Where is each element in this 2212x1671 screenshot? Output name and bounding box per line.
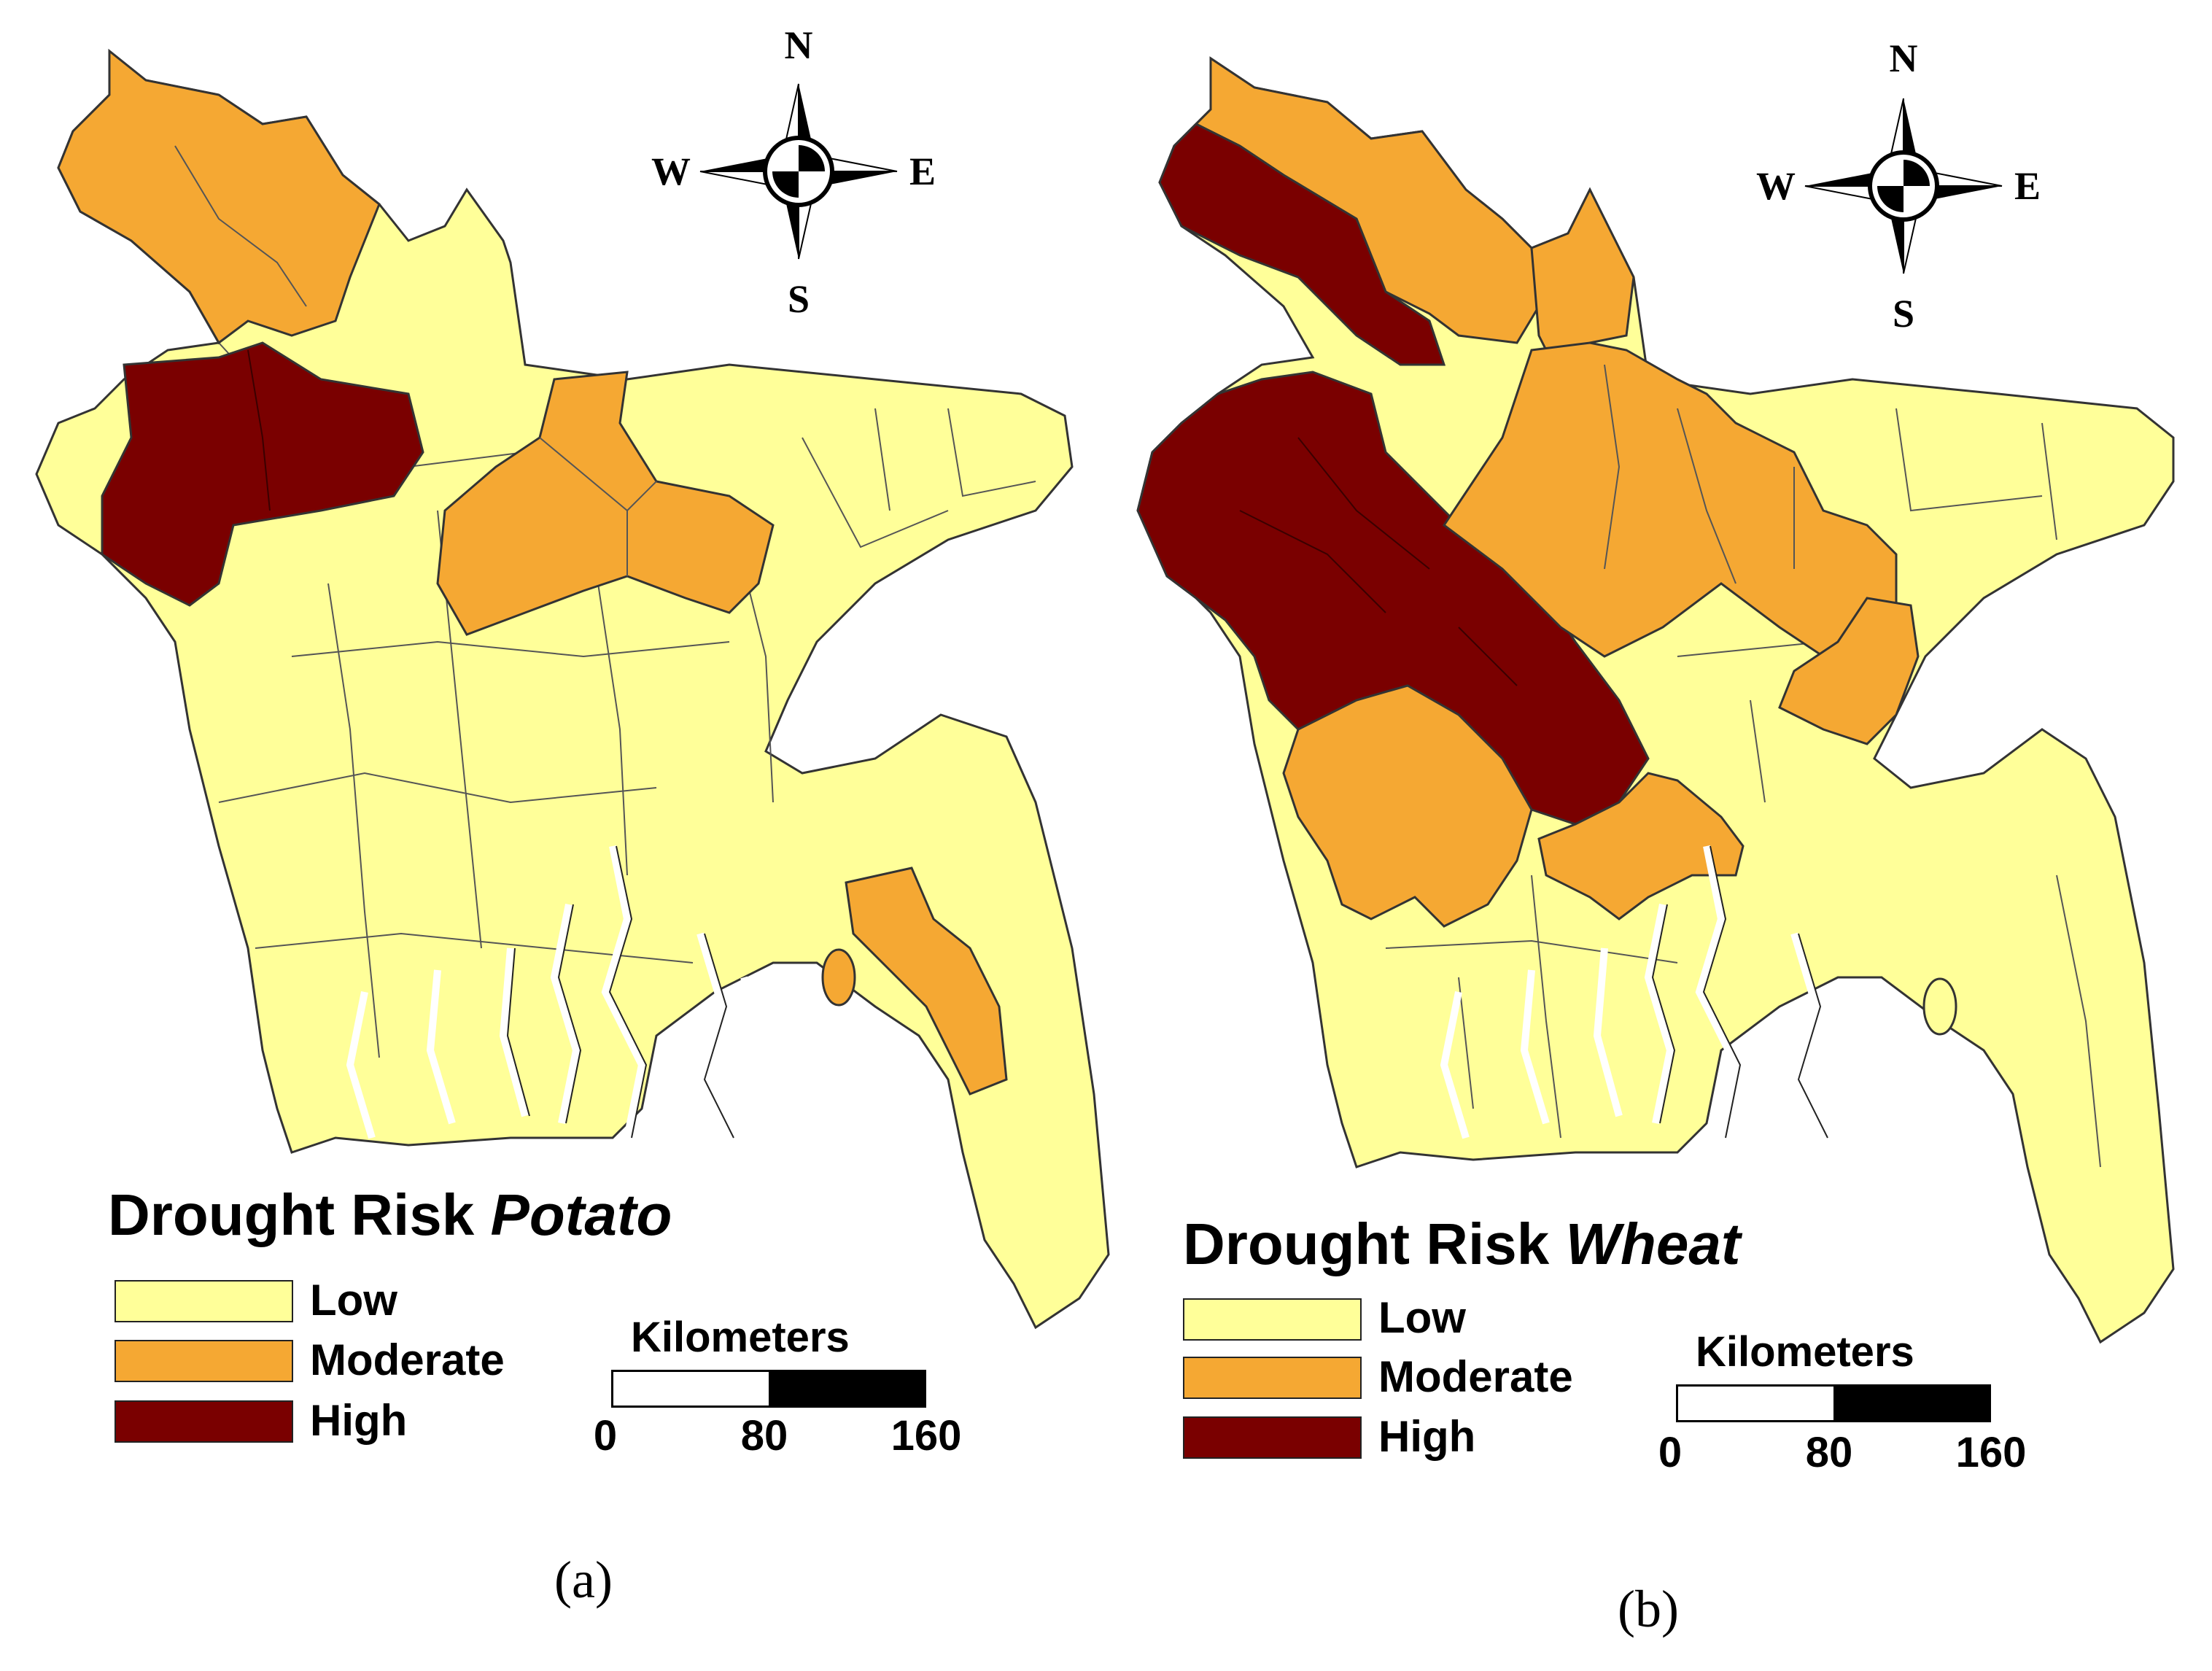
compass-north-a: N xyxy=(784,23,813,67)
scale-tick-0-a: 0 xyxy=(593,1412,618,1459)
district-rajshahi-a xyxy=(101,341,424,607)
legend-label-low-b: Low xyxy=(1378,1293,1466,1342)
river-edges-b xyxy=(1651,845,1828,1139)
rivers-b xyxy=(1440,845,1827,1140)
scale-seg-black-a xyxy=(769,1372,924,1406)
district-chittagong-a xyxy=(845,866,1008,1096)
island-b xyxy=(1922,977,1957,1036)
compass-east-a: E xyxy=(909,150,936,193)
title-crop-a: Potato xyxy=(490,1182,672,1247)
border-raj-a xyxy=(247,349,271,511)
scale-bar-b xyxy=(1676,1384,1991,1422)
scale-tick-160-a: 160 xyxy=(890,1412,962,1459)
border-central-b xyxy=(1604,364,1795,584)
map-panel-potato xyxy=(35,48,1110,1330)
map-panel-wheat xyxy=(1136,56,2175,1344)
legend-swatch-high-b xyxy=(1183,1416,1362,1459)
scale-seg-white-b xyxy=(1678,1387,1833,1420)
district-rajshahi-belt-b xyxy=(1136,371,1650,826)
legend-swatch-moderate-a xyxy=(115,1340,293,1382)
title-crop-b: Wheat xyxy=(1565,1211,1741,1276)
border-nw-a xyxy=(174,145,307,307)
district-mymensingh-a xyxy=(436,371,775,636)
river-edges-a xyxy=(506,845,734,1139)
compass-south-a: S xyxy=(787,277,810,321)
scale-title-b: Kilometers xyxy=(1696,1328,1914,1376)
district-khulna-b xyxy=(1282,684,1533,928)
map-title-b: Drought Risk Wheat xyxy=(1183,1211,1740,1278)
legend-label-moderate-a: Moderate xyxy=(310,1335,505,1384)
scale-tick-0-b: 0 xyxy=(1658,1429,1683,1476)
scale-seg-black-b xyxy=(1833,1387,1989,1420)
compass-south-b: S xyxy=(1892,292,1915,336)
legend-label-high-b: High xyxy=(1378,1412,1476,1461)
compass-rose-a xyxy=(699,83,898,260)
legend-label-high-a: High xyxy=(310,1396,408,1445)
legend-label-low-a: Low xyxy=(310,1276,397,1325)
legend-label-moderate-b: Moderate xyxy=(1378,1352,1573,1401)
compass-east-b: E xyxy=(2014,164,2041,208)
compass-west-b: W xyxy=(1756,164,1796,208)
district-north-west-b xyxy=(1158,123,1446,366)
caption-a: (a) xyxy=(554,1551,613,1609)
compass-north-b: N xyxy=(1889,36,1918,80)
legend-swatch-low-a xyxy=(115,1280,293,1322)
border-mym-a xyxy=(539,437,657,576)
border-belt-b xyxy=(1239,437,1518,686)
legend-swatch-moderate-b xyxy=(1183,1357,1362,1399)
title-prefix-a: Drought Risk xyxy=(108,1182,475,1247)
scale-title-a: Kilometers xyxy=(631,1314,850,1361)
district-comilla-b xyxy=(1778,597,1920,745)
map-title-a: Drought Risk Potato xyxy=(108,1182,672,1249)
scale-tick-80-a: 80 xyxy=(740,1412,788,1459)
compass-west-a: W xyxy=(651,150,691,193)
rivers-a xyxy=(346,845,769,1140)
scale-tick-80-b: 80 xyxy=(1805,1429,1853,1476)
compass-rose-b xyxy=(1804,98,2003,274)
legend-swatch-high-a xyxy=(115,1400,293,1443)
scale-bar-a xyxy=(611,1370,926,1408)
scale-seg-white-a xyxy=(613,1372,769,1406)
district-north-west-a xyxy=(57,48,381,345)
scale-tick-160-b: 160 xyxy=(1955,1429,2027,1476)
title-prefix-b: Drought Risk xyxy=(1183,1211,1550,1276)
caption-b: (b) xyxy=(1618,1580,1679,1638)
legend-swatch-low-b xyxy=(1183,1298,1362,1341)
island-a xyxy=(821,948,856,1007)
